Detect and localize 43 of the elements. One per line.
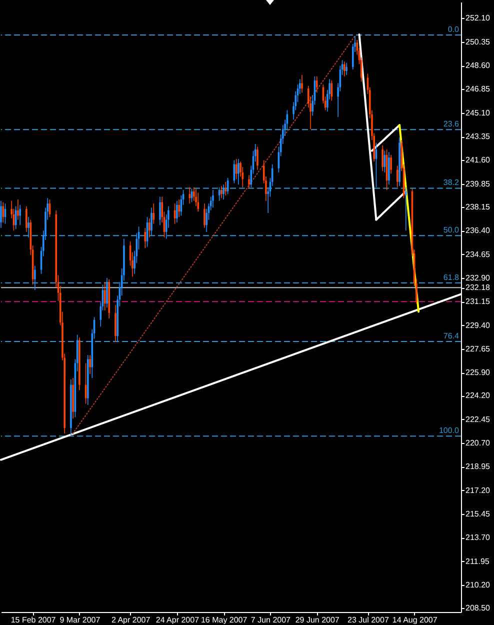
- y-tick-label: 231.15: [466, 297, 491, 306]
- annotation: 50.0: [443, 226, 460, 235]
- y-tick-label: 229.40: [466, 320, 491, 330]
- y-tick-label: 217.20: [466, 486, 491, 495]
- x-tick-label: 7 Jun 2007: [250, 616, 292, 624]
- annotation: 76.4: [443, 331, 460, 340]
- y-tick-label: 227.65: [466, 344, 491, 354]
- x-tick-label: 15 Feb 2007: [10, 616, 56, 624]
- y-tick-label: 250.35: [466, 37, 491, 46]
- y-tick-label: 246.85: [466, 84, 491, 94]
- annotation: 0.0: [448, 25, 460, 34]
- y-tick-label: 211.95: [466, 556, 490, 566]
- annotation: 38.2: [443, 178, 460, 188]
- y-tick-label: 224.20: [466, 391, 491, 400]
- y-tick-label: 234.65: [466, 250, 491, 259]
- y-tick-label: 222.45: [466, 414, 491, 424]
- x-tick-label: 9 Mar 2007: [60, 616, 101, 624]
- y-tick-label: 238.15: [466, 202, 491, 212]
- y-tick-label: 245.10: [466, 108, 491, 118]
- y-tick-label: 225.90: [466, 368, 491, 378]
- y-tick-label: 243.35: [466, 132, 491, 142]
- annotation: 23.6: [443, 120, 460, 129]
- y-tick-label: 213.70: [466, 533, 491, 542]
- x-tick-label: 24 Apr 2007: [156, 616, 200, 624]
- y-tick-label: 239.85: [466, 179, 491, 188]
- x-tick-label: 2 Apr 2007: [111, 616, 151, 624]
- y-tick-label: 232.18: [466, 283, 491, 292]
- annotation: 100.0: [438, 426, 460, 436]
- x-tick-label: 23 Jul 2007: [348, 616, 390, 624]
- x-tick-label: 29 Jun 2007: [295, 616, 340, 624]
- y-tick-label: 252.10: [466, 14, 491, 23]
- y-tick-label: 210.20: [466, 580, 491, 590]
- y-tick-label: 248.60: [466, 61, 491, 70]
- y-tick-label: 208.50: [466, 603, 491, 612]
- x-tick-label: 14 Aug 2007: [392, 616, 438, 624]
- y-tick-label: 215.45: [466, 509, 491, 518]
- y-tick-label: 220.70: [466, 438, 491, 448]
- y-tick-label: 232.90: [466, 273, 491, 282]
- annotation: 61.8: [443, 272, 460, 282]
- x-tick-label: 16 May 2007: [200, 616, 248, 624]
- y-tick-label: 241.60: [466, 156, 491, 165]
- y-tick-label: 218.95: [466, 462, 491, 472]
- y-tick-label: 236.40: [466, 226, 491, 236]
